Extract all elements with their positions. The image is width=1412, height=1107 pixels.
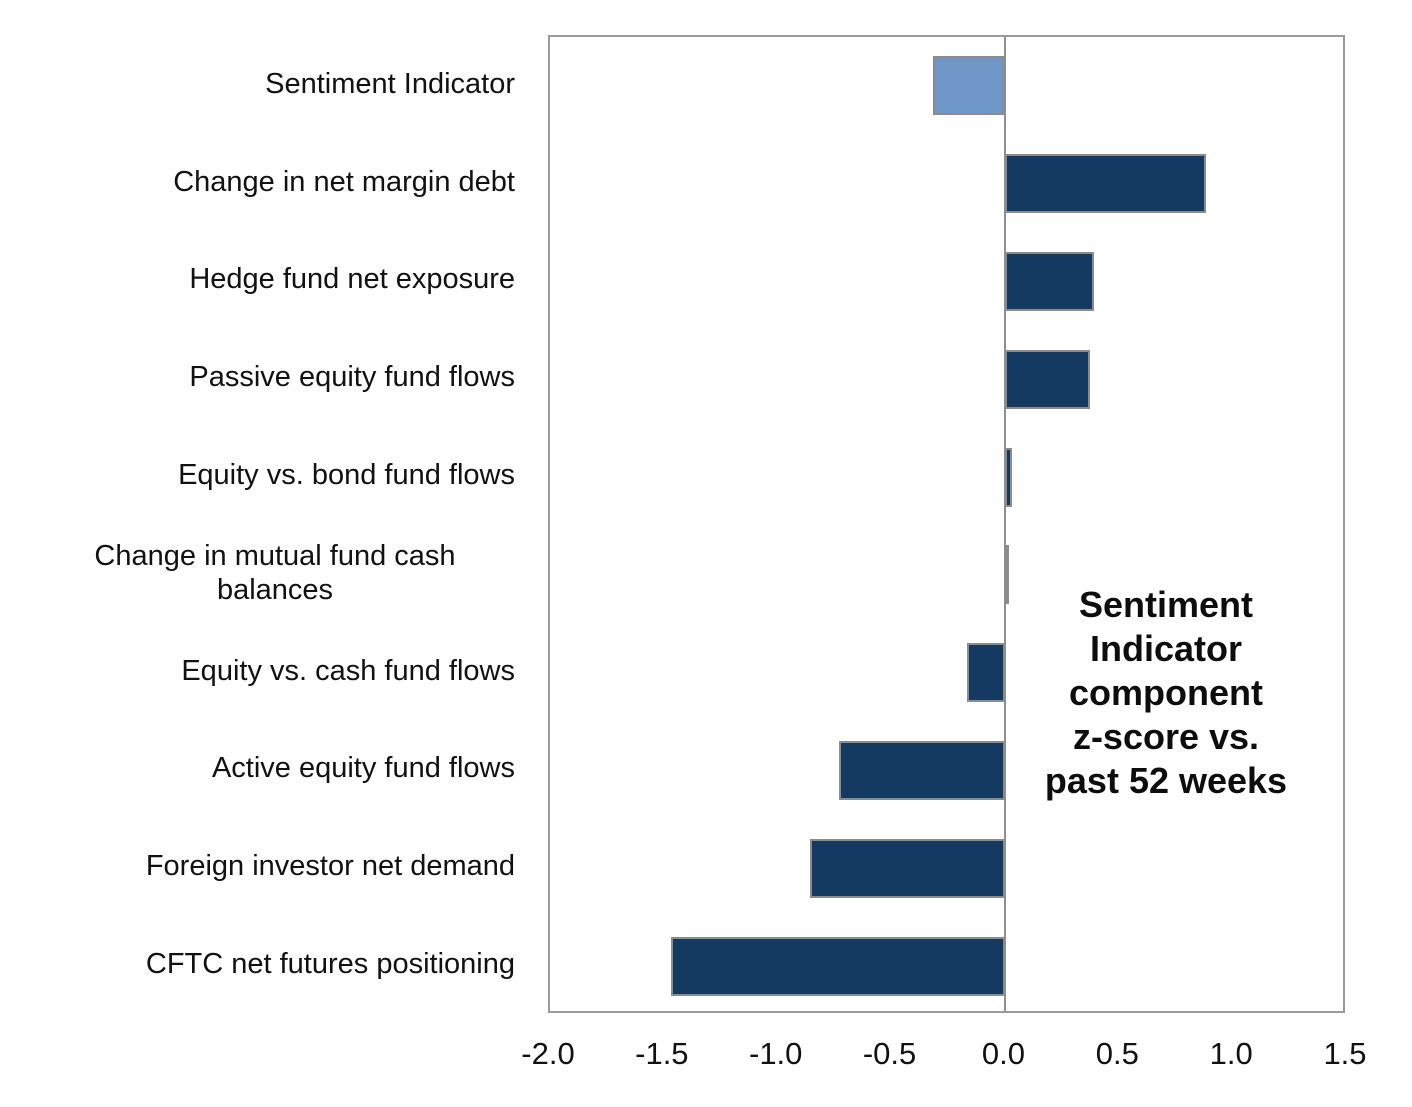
zero-axis-line — [1004, 37, 1007, 1011]
bar-change-in-mutual-fund-cash-balances — [1005, 545, 1010, 605]
x-tick-label: 0.0 — [981, 1036, 1025, 1071]
bar-foreign-investor-net-demand — [809, 838, 1006, 898]
x-tick-label: -1.5 — [635, 1036, 689, 1071]
category-label-hedge-fund-net-exposure: Hedge fund net exposure — [189, 263, 515, 296]
bar-equity-vs-cash-fund-flows — [966, 643, 1006, 703]
x-tick-label: -0.5 — [862, 1036, 917, 1071]
x-tick-label: -2.0 — [521, 1036, 575, 1071]
bar-change-in-net-margin-debt — [1005, 154, 1206, 214]
category-label-passive-equity-fund-flows: Passive equity fund flows — [189, 361, 515, 394]
x-tick-label: 0.5 — [1095, 1036, 1139, 1071]
category-label-sentiment-indicator: Sentiment Indicator — [265, 67, 515, 100]
x-tick-label: 1.0 — [1209, 1036, 1253, 1071]
category-label-change-in-mutual-fund-cash-balances: Change in mutual fund cash balances — [94, 539, 456, 606]
x-tick-label: -1.0 — [748, 1036, 803, 1071]
category-label-foreign-investor-net-demand: Foreign investor net demand — [145, 850, 515, 883]
bar-passive-equity-fund-flows — [1005, 349, 1090, 409]
bar-active-equity-fund-flows — [839, 741, 1006, 800]
category-label-equity-vs-cash-fund-flows: Equity vs. cash fund flows — [181, 654, 515, 687]
category-label-change-in-net-margin-debt: Change in net margin debt — [173, 165, 515, 198]
category-label-active-equity-fund-flows: Active equity fund flows — [211, 752, 515, 785]
category-label-cftc-net-futures-positioning: CFTC net futures positioning — [145, 948, 515, 981]
bar-cftc-net-futures-positioning — [670, 936, 1006, 996]
annotation-text: Sentiment Indicator component z-score vs… — [1044, 584, 1288, 801]
bar-equity-vs-bond-fund-flows — [1005, 447, 1013, 507]
plot-area — [548, 35, 1345, 1013]
x-tick-label: 1.5 — [1323, 1036, 1367, 1071]
bar-sentiment-indicator — [932, 56, 1006, 116]
bar-hedge-fund-net-exposure — [1005, 252, 1095, 311]
category-label-equity-vs-bond-fund-flows: Equity vs. bond fund flows — [178, 459, 515, 492]
